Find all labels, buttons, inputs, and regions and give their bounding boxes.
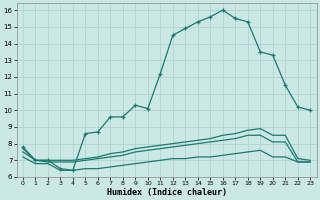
X-axis label: Humidex (Indice chaleur): Humidex (Indice chaleur) xyxy=(107,188,227,197)
